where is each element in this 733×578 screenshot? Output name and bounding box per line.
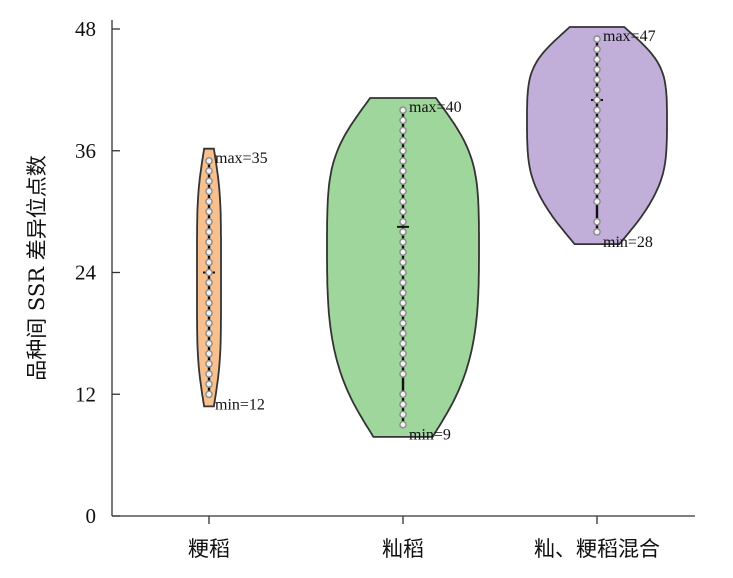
data-point (205, 319, 213, 328)
data-point (399, 187, 407, 196)
data-point (399, 248, 407, 256)
y-ticks: 0 12 24 36 48 (75, 17, 120, 528)
violin-group: max=35 min=12 (196, 147, 268, 413)
data-point (593, 146, 601, 155)
data-point (399, 126, 407, 135)
min-annotation: min=9 (409, 427, 451, 444)
data-point (399, 106, 407, 114)
data-point (399, 288, 407, 297)
data-point (399, 370, 407, 378)
data-point (205, 238, 213, 246)
data-point (205, 258, 213, 267)
data-point (399, 299, 407, 307)
data-point (205, 207, 213, 216)
data-point (205, 177, 213, 185)
violin-group: max=40 min=9 (326, 97, 480, 444)
y-tick-label: 0 (86, 504, 97, 528)
data-point (593, 55, 601, 64)
x-tick-label: 粳稻 (188, 537, 230, 561)
data-point (399, 420, 407, 429)
data-point (593, 86, 601, 94)
data-point (399, 410, 407, 419)
data-point (399, 116, 407, 125)
data-point (205, 370, 213, 378)
data-point (399, 228, 407, 236)
data-point (205, 268, 213, 277)
data-point (399, 329, 407, 338)
min-annotation: min=28 (603, 234, 653, 251)
data-point (593, 177, 601, 185)
min-annotation: min=12 (215, 396, 265, 413)
data-point (205, 167, 213, 175)
data-point (593, 157, 601, 165)
data-point (205, 197, 213, 206)
data-point (205, 278, 213, 287)
data-point (593, 228, 601, 236)
x-tick-label: 籼、粳稻混合 (534, 537, 660, 561)
data-point (593, 167, 601, 175)
data-point (593, 116, 601, 125)
data-point (205, 349, 213, 358)
y-tick-label: 24 (75, 261, 97, 285)
data-point (399, 167, 407, 175)
y-axis-title: 品种间 SSR 差异位点数 (25, 155, 49, 381)
data-point (593, 45, 601, 54)
data-point (399, 349, 407, 358)
data-point (399, 136, 407, 145)
data-point (399, 146, 407, 155)
data-point (399, 268, 407, 277)
data-point (399, 217, 407, 226)
max-annotation: max=47 (603, 28, 656, 45)
data-point (399, 258, 407, 267)
violins: max=35 min=12 max=40 min=9 max=47 min=28 (196, 26, 668, 444)
data-point (399, 390, 407, 399)
data-point (593, 96, 601, 104)
data-point (205, 288, 213, 297)
data-point (593, 136, 601, 145)
y-tick-label: 36 (75, 139, 96, 163)
data-point (399, 359, 407, 368)
violin-group: max=47 min=28 (526, 26, 668, 251)
y-tick-label: 48 (75, 17, 96, 41)
data-point (399, 177, 407, 185)
data-point (399, 207, 407, 216)
data-point (593, 197, 601, 206)
data-point (399, 278, 407, 287)
max-annotation: max=40 (409, 99, 462, 116)
data-point (593, 65, 601, 74)
data-point (205, 299, 213, 307)
data-point (205, 329, 213, 338)
data-point (205, 359, 213, 368)
x-ticks: 粳稻 籼稻 籼、粳稻混合 (188, 516, 660, 561)
data-point (205, 228, 213, 236)
data-point (399, 157, 407, 165)
data-point (399, 400, 407, 409)
data-point (205, 187, 213, 196)
max-annotation: max=35 (215, 150, 268, 167)
data-point (399, 238, 407, 246)
data-point (399, 309, 407, 317)
data-point (205, 217, 213, 226)
data-point (205, 248, 213, 256)
data-point (593, 106, 601, 114)
data-point (205, 390, 213, 399)
data-point (399, 319, 407, 328)
data-point (593, 75, 601, 84)
y-tick-label: 12 (75, 382, 96, 406)
data-point (399, 197, 407, 206)
data-point (205, 339, 213, 348)
x-tick-label: 籼稻 (382, 537, 424, 561)
data-point (593, 217, 601, 226)
data-point (399, 339, 407, 348)
data-point (593, 187, 601, 196)
data-point (593, 35, 601, 43)
data-point (205, 157, 213, 165)
data-point (205, 380, 213, 388)
data-point (205, 309, 213, 317)
data-point (593, 126, 601, 135)
